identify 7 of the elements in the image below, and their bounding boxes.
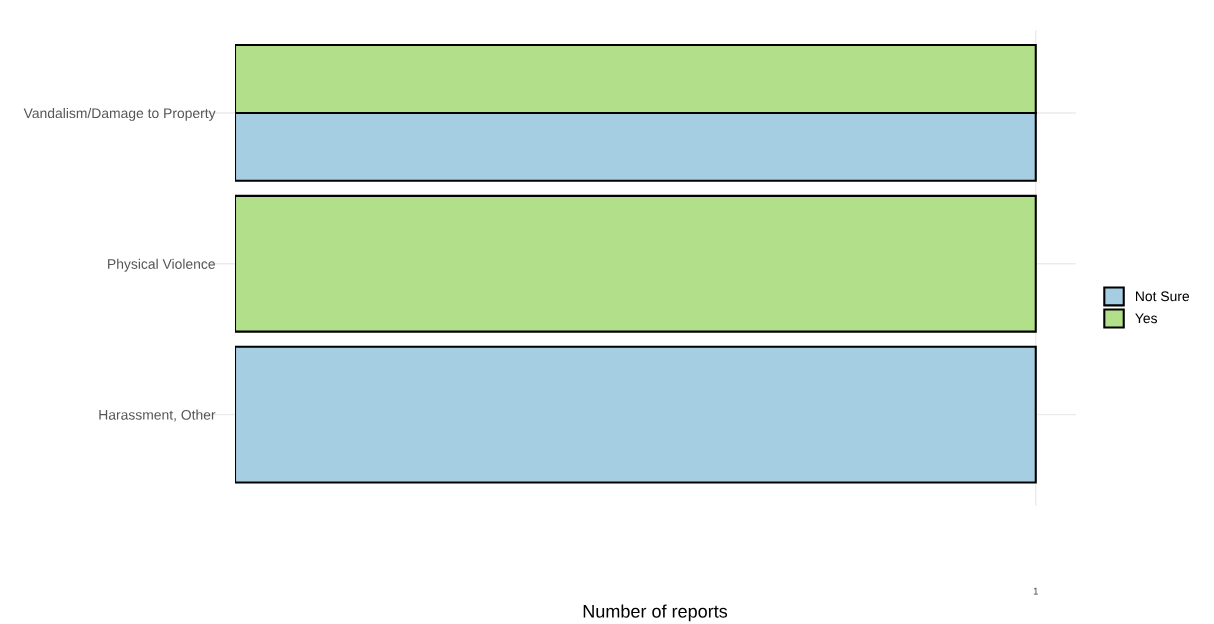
legend-label: Yes [1135, 313, 1158, 324]
text: 1 [1033, 587, 1038, 595]
y-tick-label: Physical Violence [108, 258, 215, 272]
legend-label: Not Sure [1135, 291, 1190, 302]
y-tick-label: Harassment, Other [99, 409, 216, 422]
text: Number of reports [583, 604, 728, 622]
y-tick-label: Vandalism/Damage to Property [23, 107, 216, 121]
